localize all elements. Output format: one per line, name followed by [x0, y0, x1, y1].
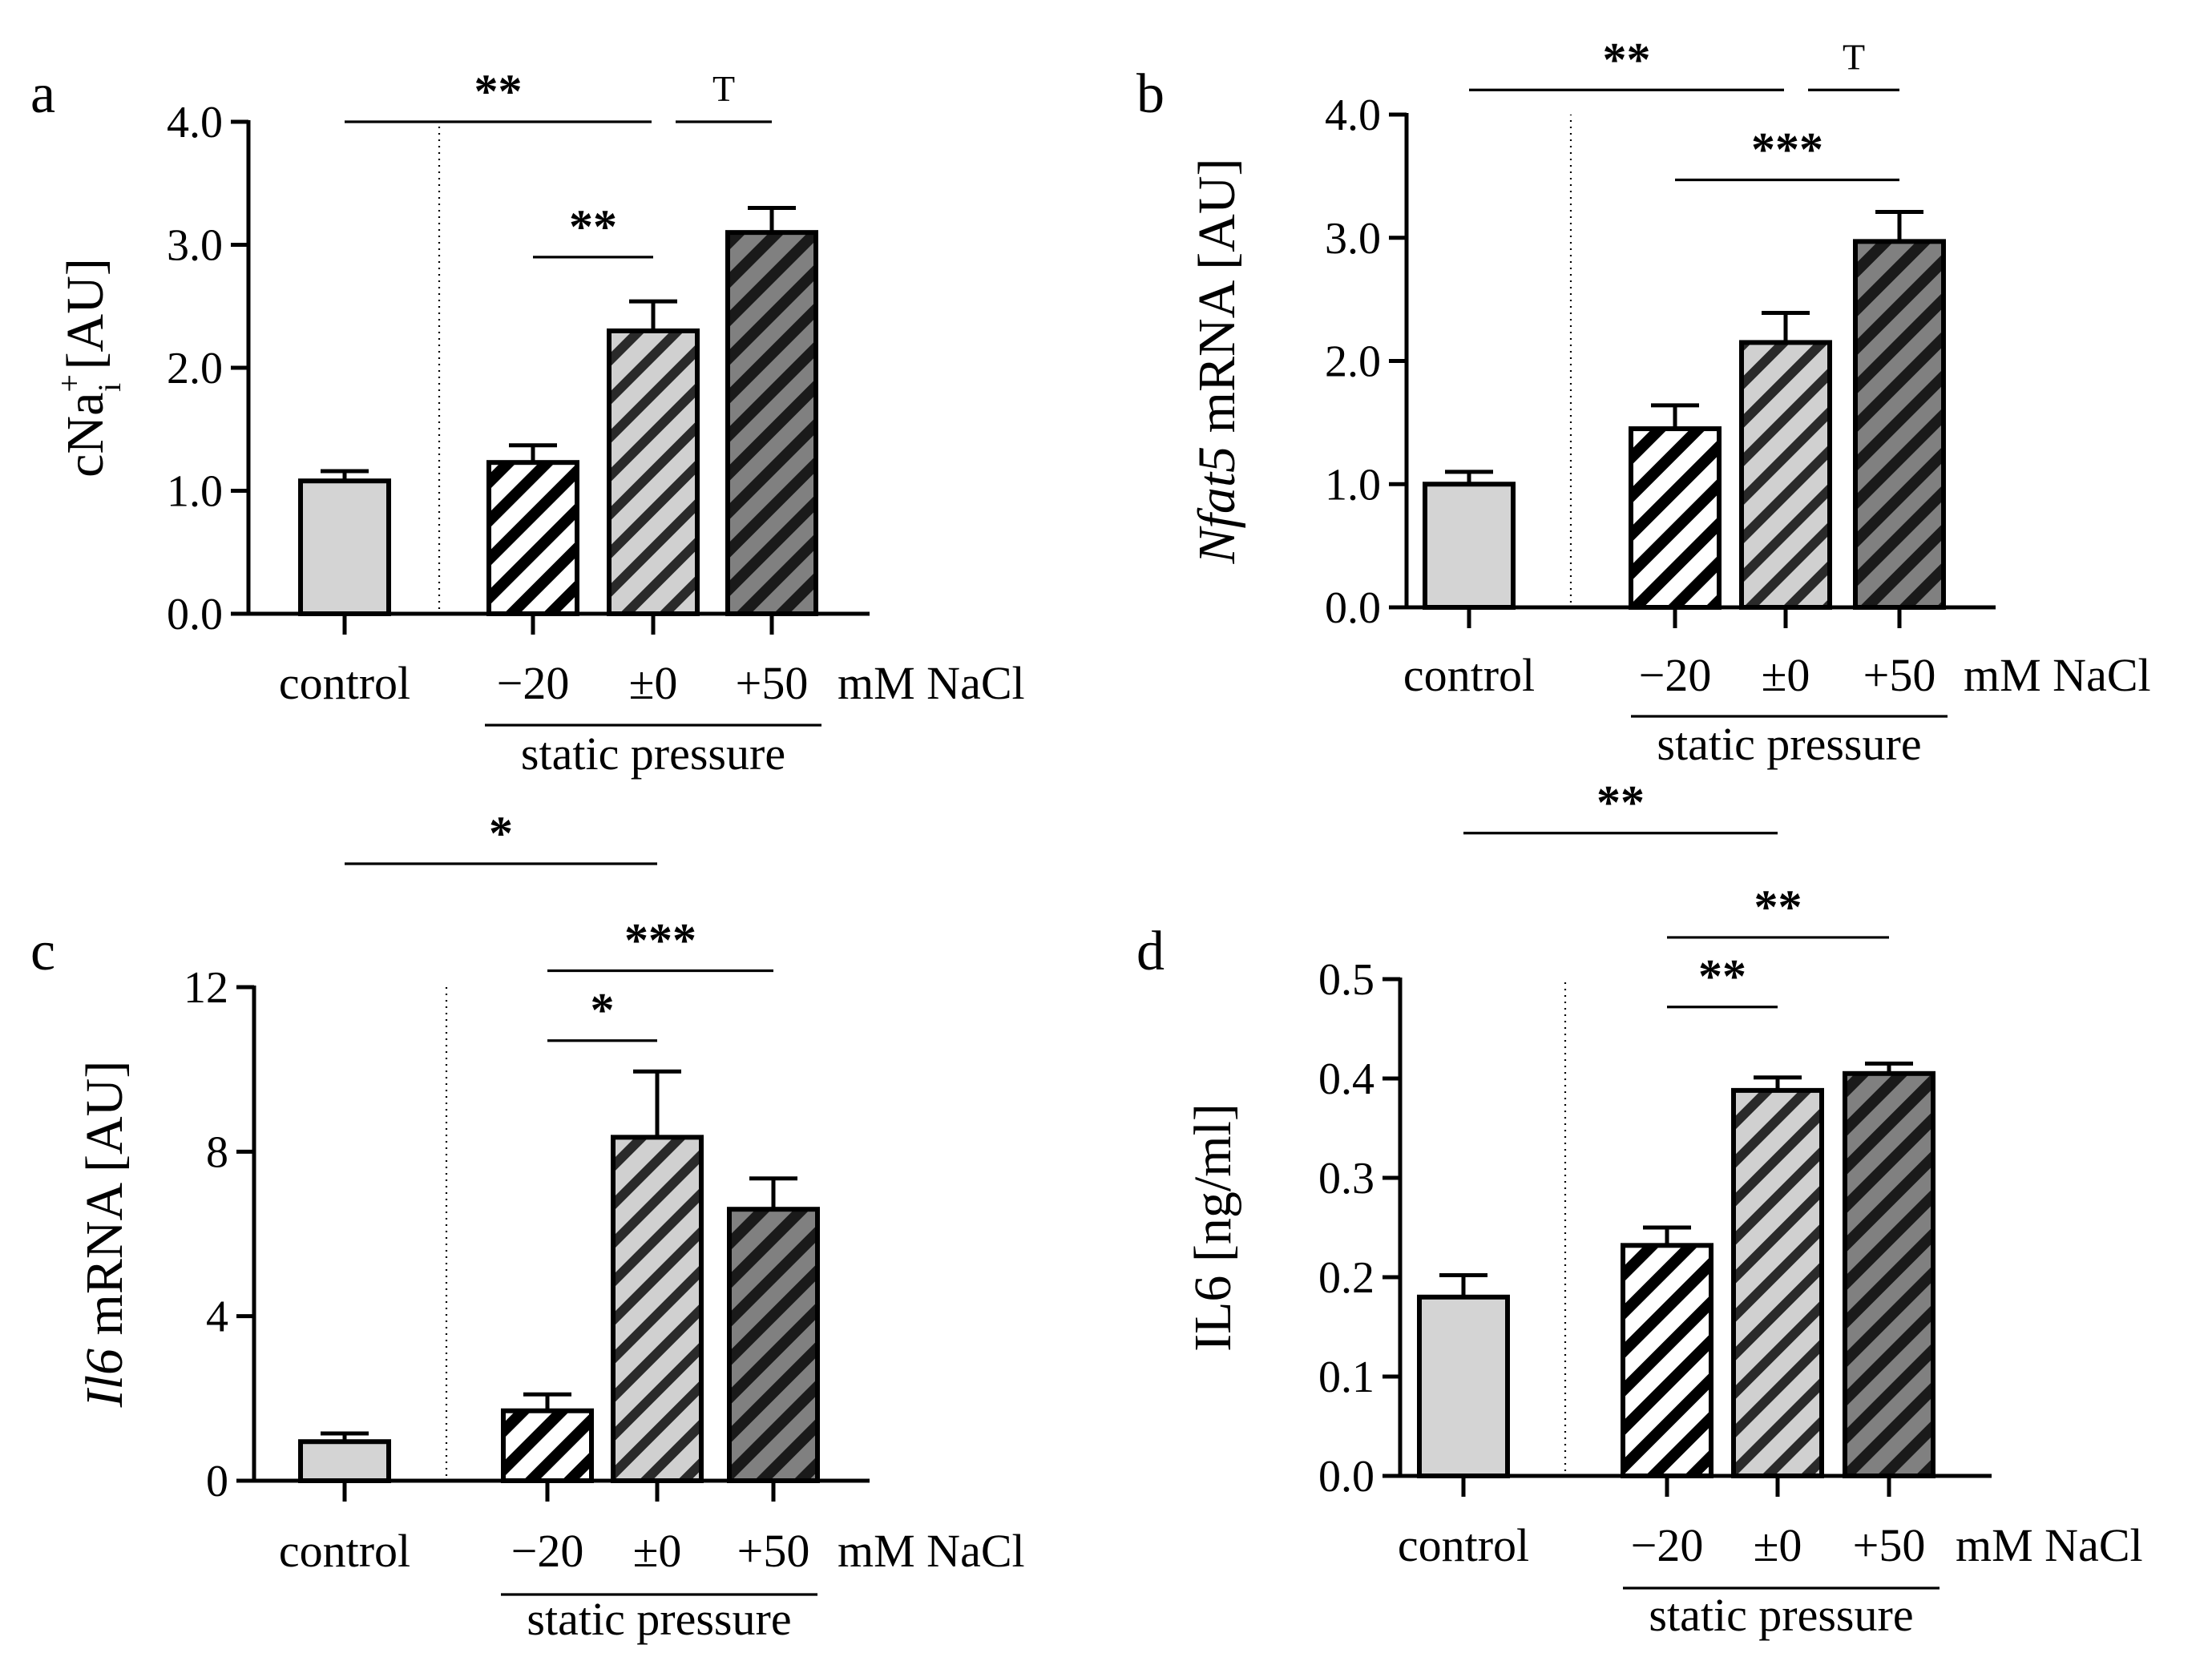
y-tick-label: 3.0	[167, 221, 223, 271]
significance-label: **	[1603, 33, 1651, 86]
bar	[611, 1135, 704, 1484]
significance-label: *	[489, 807, 513, 860]
bar	[501, 1408, 594, 1483]
y-tick-label: 4.0	[1325, 91, 1381, 140]
bar	[1417, 1294, 1510, 1479]
y-axis-label: Il6 mRNA [AU]	[75, 1061, 134, 1409]
significance-label: **	[1596, 776, 1645, 829]
significance-label: T	[712, 68, 735, 109]
x-tick-label: −20	[1639, 649, 1712, 701]
x-tick-label: +50	[736, 657, 809, 709]
unit-label: mM NaCl	[838, 1525, 1025, 1577]
bar	[1629, 426, 1722, 610]
y-tick-label: 0.0	[1318, 1452, 1374, 1502]
panel-label: b	[1136, 63, 1165, 125]
panel-label: c	[30, 921, 55, 982]
unit-label: mM NaCl	[1956, 1519, 2143, 1571]
y-tick-label: 0.0	[167, 590, 223, 639]
x-tick-label: +50	[1863, 649, 1936, 701]
significance-label: **	[1754, 881, 1802, 933]
bar	[1739, 340, 1832, 610]
significance-label: **	[1698, 950, 1746, 1003]
x-tick-label: ±0	[1762, 649, 1810, 701]
panel-a: a 0.0 1.0 2.0 3.0 4.0 control −20 ±0 +50 mM NaCl st…	[30, 63, 1025, 780]
significance-label: T	[1843, 36, 1865, 77]
group-label: static pressure	[1657, 718, 1921, 770]
group-label: static pressure	[527, 1593, 791, 1645]
panel-label: a	[30, 63, 55, 125]
unit-label: mM NaCl	[1964, 649, 2151, 701]
group-label: static pressure	[521, 728, 785, 780]
x-tick-label: +50	[1853, 1519, 1926, 1571]
y-axis-label: Nfat5 mRNA [AU]	[1188, 158, 1246, 564]
y-tick-label: 0	[206, 1457, 228, 1506]
bar	[486, 460, 579, 616]
y-axis-label: IL6 [ng/ml]	[1184, 1103, 1242, 1352]
bar	[298, 1439, 391, 1483]
x-tick-label: −20	[511, 1525, 584, 1577]
y-tick-label: 1.0	[167, 467, 223, 517]
x-tick-label: control	[279, 657, 410, 709]
bar	[1423, 482, 1516, 610]
y-tick-label: 0.5	[1318, 955, 1374, 1005]
panel-c: c 0 4 8 12 control −20 ±0 +50 mM NaCl static press…	[30, 807, 1025, 1645]
x-tick-label: ±0	[629, 657, 678, 709]
x-tick-label: control	[1403, 649, 1535, 701]
y-tick-label: 4	[206, 1292, 228, 1342]
panel-b: b 0.0 1.0 2.0 3.0 4.0 control −20 ±0 +50 mM NaCl st…	[1136, 33, 2151, 770]
y-tick-label: 4.0	[167, 98, 223, 147]
bar	[607, 328, 700, 616]
y-tick-label: 1.0	[1325, 460, 1381, 510]
x-tick-label: control	[279, 1525, 410, 1577]
bar	[725, 230, 818, 616]
bar	[727, 1207, 820, 1483]
y-tick-label: 0.0	[1325, 583, 1381, 633]
y-tick-label: 0.1	[1318, 1353, 1374, 1402]
significance-label: *	[591, 984, 615, 1037]
panel-d: d 0.0 0.1 0.2 0.3 0.4 0.5 control −20 ±0 +50 mM NaC…	[1136, 776, 2143, 1641]
y-tick-label: 0.3	[1318, 1154, 1374, 1203]
y-tick-label: 0.2	[1318, 1253, 1374, 1303]
x-tick-label: +50	[737, 1525, 810, 1577]
bar	[1731, 1087, 1824, 1478]
bar	[1621, 1243, 1713, 1478]
panel-label: d	[1136, 921, 1165, 982]
group-label: static pressure	[1649, 1589, 1913, 1641]
bar	[1843, 1070, 1936, 1479]
significance-label: **	[569, 200, 617, 253]
y-axis-label: cNa+ i [AU]	[51, 258, 127, 478]
significance-label: ***	[1751, 123, 1823, 175]
x-tick-label: ±0	[1754, 1519, 1802, 1571]
y-tick-label: 2.0	[1325, 337, 1381, 387]
x-tick-label: ±0	[633, 1525, 682, 1577]
y-tick-label: 0.4	[1318, 1054, 1374, 1104]
bar	[1853, 239, 1946, 610]
significance-label: **	[474, 65, 523, 118]
x-tick-label: −20	[1631, 1519, 1704, 1571]
y-tick-label: 8	[206, 1127, 228, 1177]
x-tick-label: control	[1398, 1519, 1529, 1571]
y-tick-label: 3.0	[1325, 214, 1381, 264]
bar	[298, 478, 391, 616]
y-tick-label: 12	[184, 963, 228, 1013]
y-tick-label: 2.0	[167, 344, 223, 393]
significance-label: ***	[624, 913, 696, 966]
x-tick-label: −20	[497, 657, 570, 709]
unit-label: mM NaCl	[838, 657, 1025, 709]
